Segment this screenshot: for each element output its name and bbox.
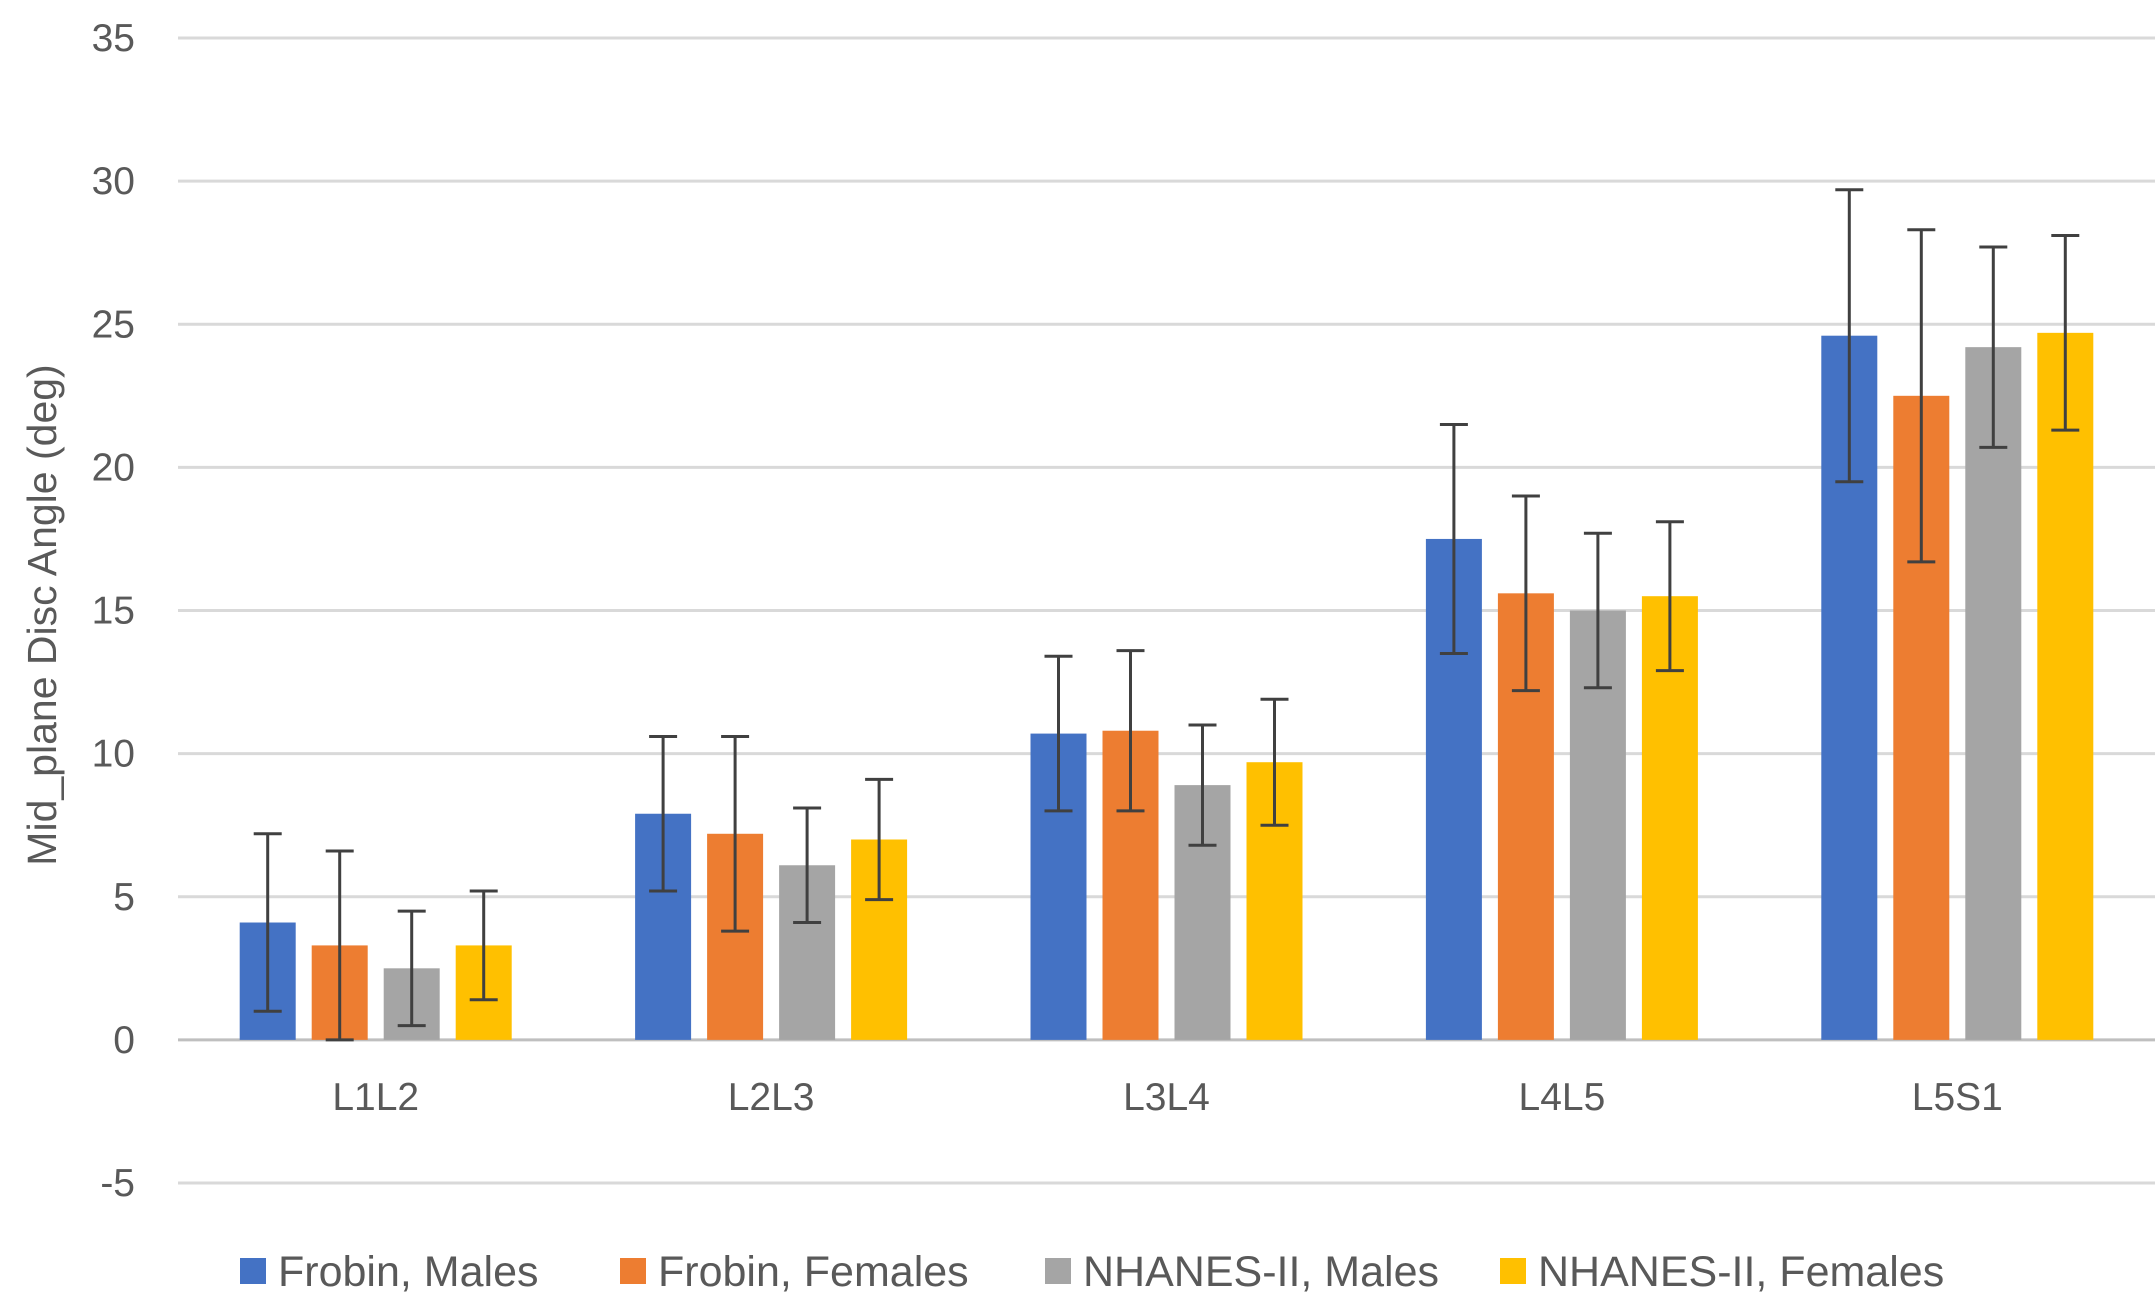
error-bars (253, 188, 2080, 1042)
legend-label: Frobin, Males (278, 1248, 538, 1296)
x-tick-label: L1L2 (332, 1076, 419, 1119)
bar (1965, 347, 2022, 1040)
legend-label: Frobin, Females (658, 1248, 969, 1296)
bar (2037, 332, 2094, 1040)
y-tick-label: 35 (92, 17, 135, 60)
y-tick-label: 5 (113, 876, 135, 919)
y-tick-label: 15 (92, 590, 135, 633)
legend: Frobin, Males Frobin, Females NHANES-II, M… (240, 1248, 1944, 1296)
legend-swatch (240, 1258, 266, 1284)
bar-series (239, 332, 2094, 1040)
y-axis-tick-labels: 35 30 25 20 15 10 5 0 -5 (92, 17, 135, 1205)
legend-swatch (1500, 1258, 1526, 1284)
x-axis-tick-labels: L1L2 L2L3 L3L4 L4L5 L5S1 (332, 1076, 2003, 1119)
y-tick-label: 30 (92, 160, 135, 203)
legend-label: NHANES-II, Males (1083, 1248, 1439, 1296)
y-tick-label: -5 (100, 1162, 135, 1205)
y-tick-label: 20 (92, 446, 135, 489)
y-tick-label: 10 (92, 733, 135, 776)
y-tick-label: 25 (92, 303, 135, 346)
x-tick-label: L2L3 (728, 1076, 815, 1119)
x-tick-label: L3L4 (1123, 1076, 1210, 1119)
x-tick-label: L4L5 (1519, 1076, 1606, 1119)
legend-label: NHANES-II, Females (1538, 1248, 1944, 1296)
legend-swatch (1045, 1258, 1071, 1284)
y-tick-label: 0 (113, 1019, 135, 1062)
x-tick-label: L5S1 (1912, 1076, 2003, 1119)
y-axis-label: Mid_plane Disc Angle (deg) (19, 364, 65, 865)
gridlines (178, 36, 2155, 1185)
legend-swatch (620, 1258, 646, 1284)
